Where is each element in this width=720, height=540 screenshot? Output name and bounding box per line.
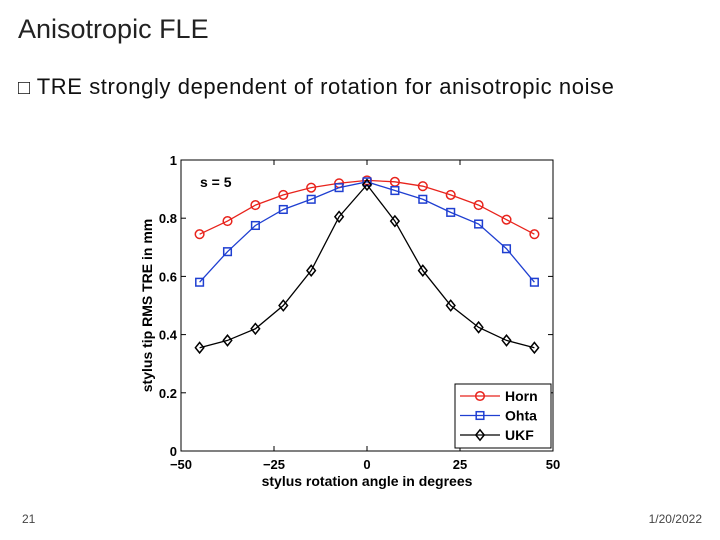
x-tick-label: −50: [170, 457, 192, 472]
data-point-ohta: [222, 247, 233, 257]
data-point-ukf: [389, 214, 401, 228]
data-point-ukf: [529, 341, 540, 355]
legend-marker-ohta: [475, 410, 485, 421]
y-tick-label: 0.8: [159, 211, 177, 226]
checkbox-bullet-icon: □: [18, 77, 31, 99]
legend-label-ukf: UKF: [505, 427, 534, 443]
data-point-horn: [222, 216, 233, 227]
y-axis-label: stylus tip RMS TRE in mm: [139, 219, 155, 392]
y-tick-label: 0: [170, 444, 177, 459]
y-tick-label: 0.4: [159, 328, 178, 343]
bullet-point: □ TRE strongly dependent of rotation for …: [18, 74, 615, 100]
data-point-ohta: [306, 194, 316, 204]
data-point-horn: [529, 229, 540, 240]
data-point-ukf: [278, 299, 289, 312]
x-tick-label: −25: [263, 457, 285, 472]
data-point-horn: [417, 181, 428, 192]
data-point-ohta: [390, 186, 400, 196]
data-point-horn: [501, 214, 512, 225]
slide-date: 1/20/2022: [648, 512, 702, 526]
bullet-text: TRE strongly dependent of rotation for a…: [36, 74, 615, 99]
data-point-ukf: [473, 320, 484, 334]
data-point-ukf: [222, 334, 233, 347]
data-point-ukf: [306, 264, 317, 277]
data-point-ohta: [501, 244, 512, 254]
legend-label-ohta: Ohta: [505, 408, 537, 424]
data-point-ukf: [250, 322, 261, 336]
series-line-ukf: [199, 183, 535, 349]
slide-number: 21: [22, 512, 36, 526]
data-point-ohta: [250, 220, 260, 231]
data-point-ohta: [529, 277, 539, 287]
data-point-ukf: [445, 299, 456, 312]
data-point-horn: [278, 189, 289, 200]
data-point-ukf: [333, 210, 345, 224]
y-tick-label: 0.2: [159, 386, 177, 401]
x-tick-label: 25: [453, 457, 467, 472]
data-point-ohta: [446, 207, 456, 217]
data-point-ukf: [361, 178, 373, 192]
data-point-horn: [445, 189, 456, 200]
data-point-ohta: [334, 183, 344, 193]
data-point-ohta: [474, 219, 484, 229]
legend-marker-ukf: [474, 428, 486, 442]
legend-marker-horn: [474, 390, 486, 402]
data-point-ukf: [501, 334, 512, 347]
x-tick-label: 50: [546, 457, 560, 472]
legend-label-horn: Horn: [505, 388, 538, 404]
data-point-ukf: [417, 264, 428, 277]
y-tick-label: 1: [170, 153, 177, 168]
data-point-ukf: [194, 341, 205, 355]
data-point-ohta: [195, 277, 205, 287]
data-point-ohta: [278, 204, 288, 215]
data-point-horn: [194, 229, 205, 240]
slide-title: Anisotropic FLE: [18, 14, 209, 44]
y-tick-label: 0.6: [159, 269, 177, 284]
data-point-horn: [250, 200, 261, 211]
data-point-ohta: [418, 194, 428, 204]
chart-annotation: s = 5: [200, 174, 232, 190]
data-point-horn: [473, 200, 484, 211]
x-tick-label: 0: [363, 457, 370, 472]
series-line-ohta: [199, 181, 535, 283]
x-axis-label: stylus rotation angle in degrees: [262, 473, 473, 489]
data-point-horn: [306, 182, 317, 193]
